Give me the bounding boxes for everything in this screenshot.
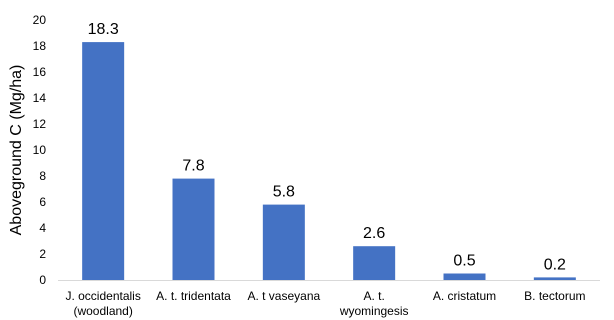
category-label-line: (woodland) bbox=[73, 304, 132, 318]
category-label: A. t. wyomingesis bbox=[339, 289, 409, 318]
y-tick-label: 10 bbox=[33, 143, 47, 157]
category-label-line: wyomingesis bbox=[339, 304, 409, 318]
y-tick-label: 18 bbox=[33, 39, 47, 53]
bar bbox=[172, 178, 215, 280]
bar bbox=[262, 204, 305, 280]
bar bbox=[82, 42, 125, 280]
data-label: 18.3 bbox=[88, 21, 119, 38]
y-tick-label: 4 bbox=[39, 221, 46, 235]
category-label-line: A. t vaseyana bbox=[247, 289, 320, 303]
bar bbox=[443, 273, 486, 280]
data-label: 7.8 bbox=[182, 158, 204, 175]
y-tick-label: 8 bbox=[39, 169, 46, 183]
bars bbox=[82, 42, 576, 280]
category-label: A. t vaseyana bbox=[247, 289, 320, 303]
y-axis-ticks: 0 2 4 6 8 10 12 14 16 18 20 bbox=[33, 13, 47, 287]
data-label: 5.8 bbox=[273, 184, 295, 201]
y-tick-label: 6 bbox=[39, 195, 46, 209]
data-label: 0.5 bbox=[453, 253, 475, 270]
y-tick-label: 16 bbox=[33, 65, 47, 79]
category-label: B. tectorum bbox=[524, 289, 585, 303]
y-tick-label: 12 bbox=[33, 117, 47, 131]
data-label: 0.2 bbox=[544, 256, 566, 273]
bar bbox=[353, 246, 396, 280]
category-label: J. occidentalis (woodland) bbox=[65, 289, 140, 318]
y-tick-label: 0 bbox=[39, 273, 46, 287]
category-label-line: A. cristatum bbox=[433, 289, 496, 303]
data-label: 2.6 bbox=[363, 225, 385, 242]
data-labels: 18.3 7.8 5.8 2.6 0.5 0.2 bbox=[88, 21, 566, 273]
category-label-line: J. occidentalis bbox=[65, 289, 140, 303]
y-tick-label: 14 bbox=[33, 91, 47, 105]
category-label-line: A. t. tridentata bbox=[156, 289, 231, 303]
category-label-line: B. tectorum bbox=[524, 289, 585, 303]
category-label-line: A. t. bbox=[363, 289, 384, 303]
category-labels: J. occidentalis (woodland) A. t. tridentat… bbox=[65, 289, 585, 318]
y-tick-label: 20 bbox=[33, 13, 47, 27]
bar bbox=[533, 277, 576, 280]
y-axis-title: Aboveground C (Mg/ha) bbox=[8, 65, 25, 236]
category-label: A. cristatum bbox=[433, 289, 496, 303]
y-tick-label: 2 bbox=[39, 247, 46, 261]
category-label: A. t. tridentata bbox=[156, 289, 231, 303]
